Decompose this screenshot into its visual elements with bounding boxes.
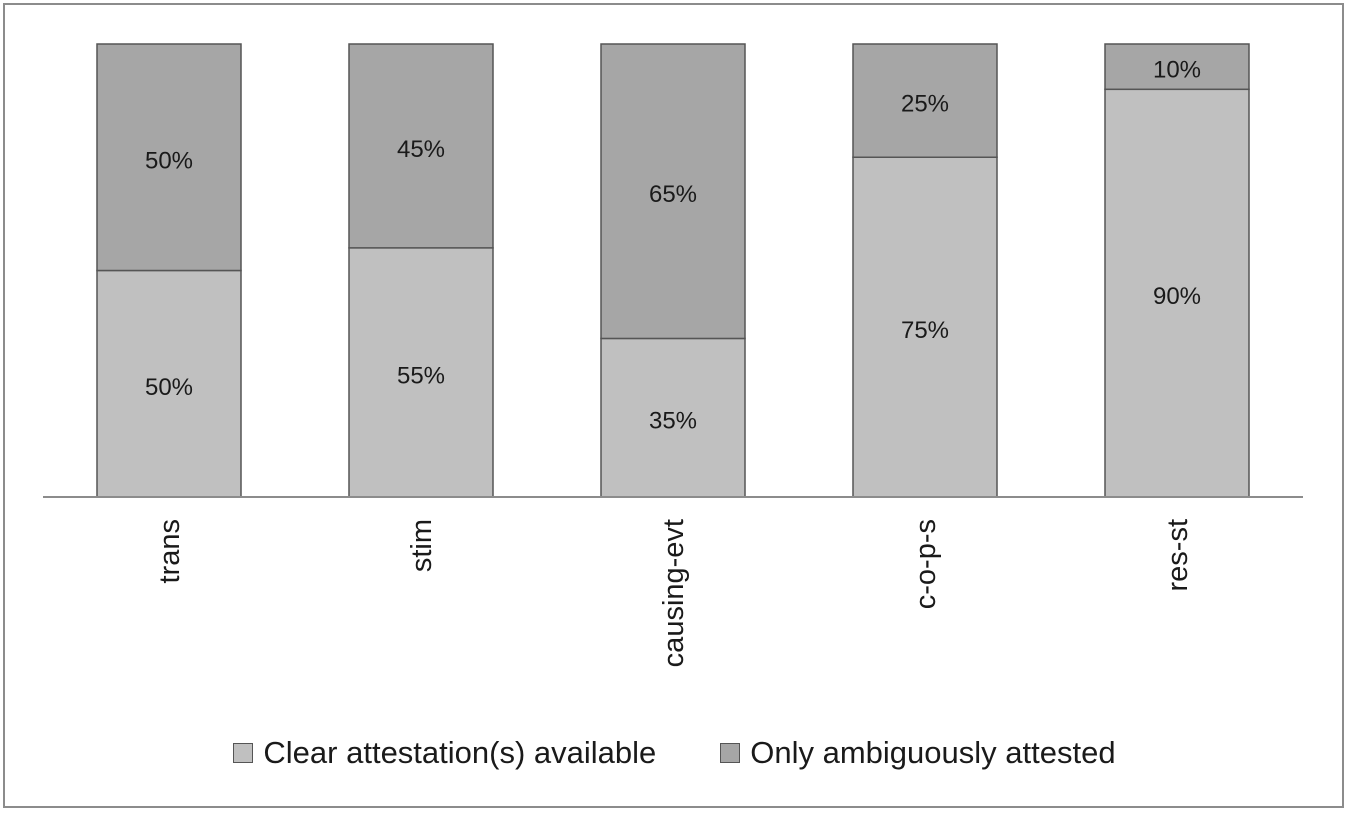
data-label-c-o-p-s-series-0: 75% <box>901 317 949 344</box>
legend-label-ambiguous: Only ambiguously attested <box>750 735 1116 770</box>
x-tick-label-res-st: res-st <box>1162 519 1194 592</box>
bar-res-st-series-0 <box>1104 88 1250 498</box>
bar-causing-evt-series-0 <box>600 337 746 498</box>
data-label-res-st-series-1: 10% <box>1153 57 1201 84</box>
legend-swatch-ambiguous <box>720 743 741 763</box>
legend-item-clear: Clear attestation(s) available <box>233 735 656 771</box>
bar-res-st-series-1 <box>1104 43 1250 91</box>
bar-causing-evt-series-1 <box>600 43 746 340</box>
data-label-stim-series-1: 45% <box>397 136 445 163</box>
legend: Clear attestation(s) available Only ambi… <box>0 730 1349 776</box>
bar-c-o-p-s-series-1 <box>852 43 998 158</box>
data-label-stim-series-0: 55% <box>397 362 445 389</box>
bar-c-o-p-s-series-0 <box>852 156 998 498</box>
legend-label-clear: Clear attestation(s) available <box>263 735 657 770</box>
bar-stim-series-0 <box>348 247 494 498</box>
x-tick-label-stim: stim <box>406 519 438 572</box>
bar-trans-series-1 <box>96 43 242 272</box>
data-label-causing-evt-series-0: 35% <box>649 408 697 435</box>
data-label-trans-series-1: 50% <box>145 147 193 174</box>
legend-swatch-clear <box>233 743 254 763</box>
legend-item-ambiguous: Only ambiguously attested <box>720 735 1116 771</box>
x-tick-label-causing-evt: causing-evt <box>658 519 690 667</box>
data-label-c-o-p-s-series-1: 25% <box>901 91 949 118</box>
data-label-trans-series-0: 50% <box>145 374 193 401</box>
bar-trans-series-0 <box>96 269 242 498</box>
data-label-causing-evt-series-1: 65% <box>649 181 697 208</box>
data-label-res-st-series-0: 90% <box>1153 283 1201 310</box>
bar-stim-series-1 <box>348 43 494 249</box>
x-tick-label-trans: trans <box>154 519 186 583</box>
x-tick-label-c-o-p-s: c-o-p-s <box>910 519 942 609</box>
